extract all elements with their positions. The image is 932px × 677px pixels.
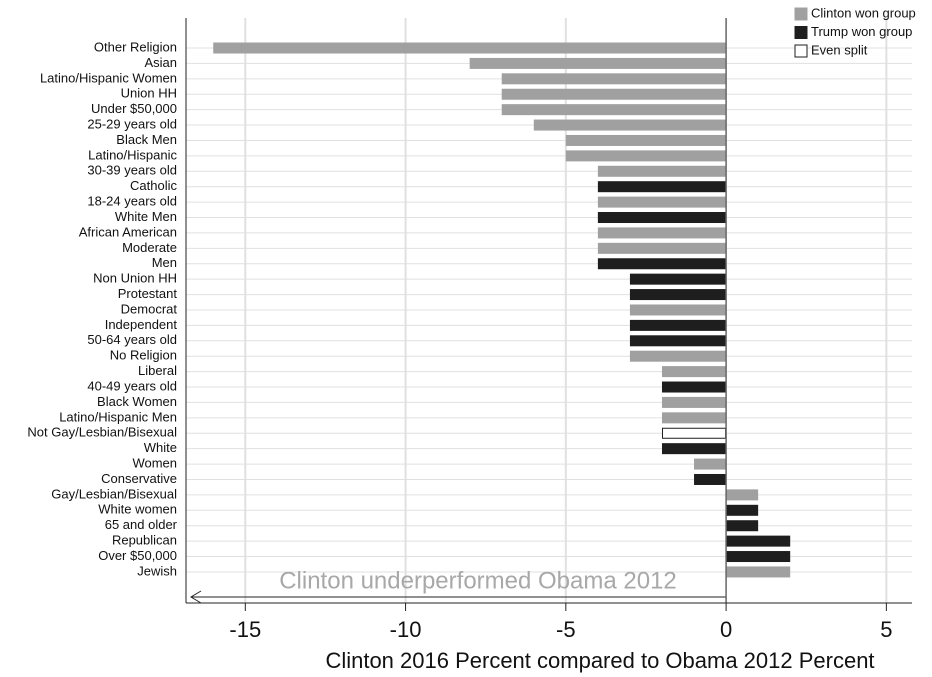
x-axis-label: Clinton 2016 Percent compared to Obama 2… [325,648,874,673]
x-tick-label: -5 [556,617,576,642]
bar [597,165,727,177]
y-tick-label: Latino/Hispanic Men [59,409,177,424]
annotation: Clinton underperformed Obama 2012 [279,567,677,594]
y-tick-label: Republican [112,533,177,548]
bar [597,212,727,224]
y-tick-label: Gay/Lesbian/Bisexual [51,486,177,501]
y-tick-label: Other Religion [94,39,177,54]
x-tick-label: -15 [229,617,261,642]
legend-swatch [794,44,808,58]
y-tick-label: 40-49 years old [87,378,177,393]
bar [629,319,727,331]
y-tick-label: Women [132,456,177,471]
y-tick-label: Asian [144,55,177,70]
x-tick-label: -10 [390,617,422,642]
bar [726,520,759,532]
annotation-arrow [190,590,726,604]
bar [726,535,791,547]
x-tick-label: 0 [720,617,732,642]
bar [501,88,727,100]
y-tick-label: Not Gay/Lesbian/Bisexual [27,425,177,440]
y-tick-label: Men [152,255,177,270]
y-tick-label: Latino/Hispanic [88,147,177,162]
bar [597,181,727,193]
bar [597,196,727,208]
bar [213,42,727,54]
y-tick-label: Latino/Hispanic Women [40,70,177,85]
y-tick-label: Over $50,000 [98,548,177,563]
bar [629,304,727,316]
legend-swatch [794,7,808,21]
bar [661,366,727,378]
bar [726,489,759,501]
y-tick-label: Liberal [138,363,177,378]
y-tick-label: Democrat [121,301,178,316]
y-tick-label: 50-64 years old [87,332,177,347]
y-tick-label: Jewish [137,563,177,578]
y-tick-label: Moderate [122,240,177,255]
bar [597,227,727,239]
y-tick-label: Protestant [118,286,178,301]
bar [694,473,727,485]
x-tick-label: 5 [880,617,892,642]
y-tick-label: Under $50,000 [91,101,177,116]
legend-label: Clinton won group [811,5,916,20]
legend-swatch [794,26,808,39]
y-tick-label: African American [79,224,177,239]
bar [565,134,727,146]
bar [597,258,727,270]
bar [533,119,727,131]
y-tick-label: 65 and older [105,517,178,532]
bar [661,427,727,439]
bar [661,412,727,424]
bar [726,551,791,563]
bar [501,73,727,85]
y-tick-label: Independent [105,317,178,332]
y-tick-label: White Men [115,209,177,224]
y-tick-label: 30-39 years old [87,163,177,178]
bar [661,381,727,393]
bar [629,350,727,362]
bar [565,150,727,162]
bar [629,273,727,285]
y-tick-label: 25-29 years old [87,116,177,131]
y-tick-label: White women [98,502,177,517]
legend-label: Even split [811,42,868,57]
bar [629,289,727,301]
bar [726,504,759,516]
arrow-head [190,590,202,604]
bar [469,57,727,69]
y-tick-label: Black Women [97,394,177,409]
y-tick-label: Non Union HH [93,271,177,286]
bar [726,566,791,578]
y-tick-label: Catholic [130,178,177,193]
y-tick-label: 18-24 years old [87,194,177,209]
bar [501,104,727,116]
y-tick-label: Black Men [116,132,177,147]
bar [629,335,727,347]
y-tick-label: Conservative [101,471,177,486]
bar [597,242,727,254]
bar [661,396,727,408]
legend-label: Trump won group [811,24,912,39]
bar [694,458,727,470]
y-tick-label: White [144,440,177,455]
y-tick-label: Union HH [121,86,177,101]
y-tick-label: No Religion [110,348,177,363]
bar [661,443,727,455]
